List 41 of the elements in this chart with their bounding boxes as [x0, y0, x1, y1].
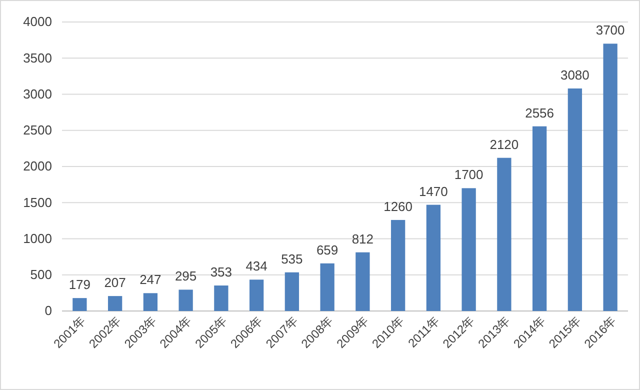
data-label: 179: [68, 277, 91, 292]
bar: [497, 158, 512, 311]
bar: [603, 44, 618, 311]
bar: [178, 290, 193, 311]
bar: [462, 188, 476, 311]
y-tick-label: 0: [44, 303, 52, 318]
bar: [214, 285, 228, 311]
y-tick-label: 2000: [23, 158, 52, 174]
data-label: 353: [210, 264, 232, 280]
bar: [390, 220, 406, 311]
data-label: 812: [352, 231, 374, 246]
y-tick-label: 2500: [23, 122, 52, 138]
data-label: 295: [174, 268, 197, 284]
bar: [108, 296, 122, 311]
data-label: 207: [104, 275, 126, 290]
bar: [532, 126, 547, 311]
data-label: 1260: [384, 198, 413, 214]
data-label: 1470: [418, 184, 448, 199]
data-label: 659: [316, 242, 338, 258]
y-tick-label: 3000: [23, 86, 52, 102]
bar: [72, 298, 87, 311]
data-label: 2120: [490, 136, 519, 152]
data-label: 3080: [560, 67, 590, 82]
data-label: 2556: [525, 105, 554, 120]
data-label: 1700: [454, 167, 484, 182]
data-label: 3700: [596, 22, 625, 38]
bar: [249, 280, 264, 311]
y-tick-label: 1000: [23, 230, 52, 246]
bar: [426, 204, 441, 311]
bar: [143, 293, 158, 311]
data-label: 535: [281, 251, 303, 266]
data-label: 247: [140, 272, 162, 288]
data-label: 434: [246, 258, 268, 274]
y-tick-label: 3500: [23, 50, 52, 66]
bar: [356, 252, 370, 311]
bar: [320, 263, 334, 311]
y-tick-label: 4000: [23, 14, 52, 30]
bar: [568, 88, 582, 311]
y-tick-label: 1500: [23, 194, 52, 210]
bar: [284, 272, 300, 311]
y-tick-label: 500: [30, 267, 52, 282]
